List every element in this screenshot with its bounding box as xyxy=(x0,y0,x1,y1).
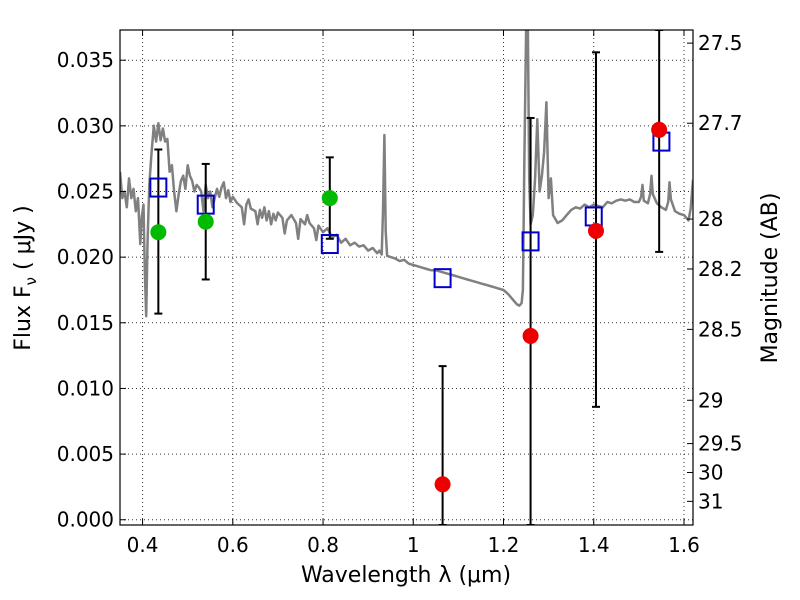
observed-point xyxy=(150,224,167,241)
y-axis-title-main: Flux F xyxy=(11,285,36,350)
observed-point xyxy=(321,190,338,207)
y-tick-label: 0.000 xyxy=(57,508,114,532)
x-axis-title: Wavelength λ (μm) xyxy=(301,563,511,588)
plot-frame xyxy=(119,29,694,526)
observed-point xyxy=(587,222,604,239)
y-tick-label: 0.035 xyxy=(57,48,114,72)
y-axis-title-sub: ν xyxy=(22,277,40,285)
model-square-point xyxy=(521,231,540,252)
x-tick-label: 0.8 xyxy=(307,533,339,557)
x-tick-label: 1.2 xyxy=(488,533,520,557)
plot-area xyxy=(120,30,693,525)
model-square-point xyxy=(149,177,168,198)
right-tick-label: 28 xyxy=(698,207,723,231)
x-tick-label: 0.4 xyxy=(127,533,159,557)
y-tick-label: 0.030 xyxy=(57,114,114,138)
x-tick-label: 1.4 xyxy=(578,533,610,557)
x-tick-label: 1 xyxy=(407,533,420,557)
grid xyxy=(120,30,693,525)
y-tick-label: 0.015 xyxy=(57,311,114,335)
right-tick-label: 30 xyxy=(698,460,723,484)
model-square-point xyxy=(196,194,215,215)
y-tick-label: 0.010 xyxy=(57,376,114,400)
right-axis-title: Magnitude (AB) xyxy=(758,193,783,364)
right-tick-label: 31 xyxy=(698,489,723,513)
observed-point xyxy=(197,213,214,230)
observed-point xyxy=(522,327,539,344)
right-tick-label: 27.5 xyxy=(698,31,743,55)
observed-point xyxy=(434,476,451,493)
y-tick-label: 0.020 xyxy=(57,245,114,269)
x-tick-label: 1.6 xyxy=(668,533,700,557)
right-tick-label: 29.5 xyxy=(698,432,743,456)
axes: 0.4 0.6 0.8 1 1.2 1.4 1.6 0.000 0.005 0.010 0.015 0… xyxy=(57,30,743,557)
right-tick-label: 29 xyxy=(698,388,723,412)
right-tick-label: 27.7 xyxy=(698,111,743,135)
model-square-point xyxy=(320,234,339,255)
spectrum-line xyxy=(120,30,693,318)
y-axis-title: Flux Fν ( μJy ) xyxy=(11,205,40,350)
right-tick-label: 28.5 xyxy=(698,317,743,341)
y-tick-label: 0.025 xyxy=(57,179,114,203)
x-tick-label: 0.6 xyxy=(217,533,249,557)
y-axis-title-unit: ( μJy ) xyxy=(11,205,36,277)
right-tick-label: 28.2 xyxy=(698,257,743,281)
series-group xyxy=(120,30,693,525)
y-tick-label: 0.005 xyxy=(57,442,114,466)
observed-point xyxy=(651,121,668,138)
model-square-point xyxy=(433,268,452,289)
